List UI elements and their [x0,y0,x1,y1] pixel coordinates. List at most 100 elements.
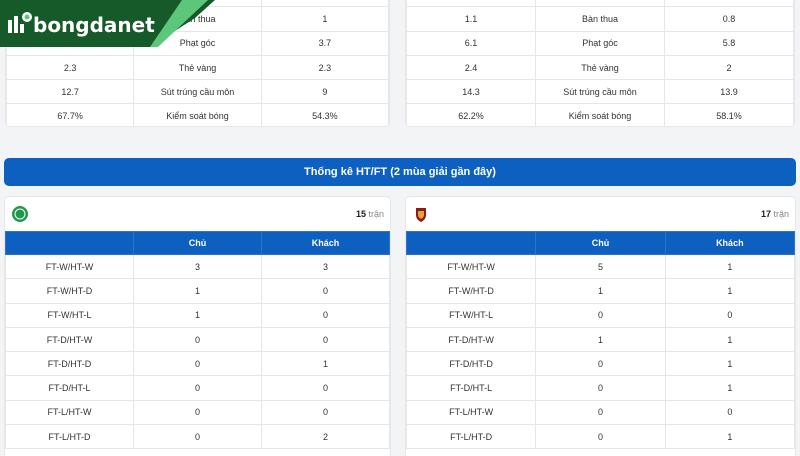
table-cell: 5.8 [664,30,794,56]
col-label [406,231,537,255]
table-cell: 2 [261,424,390,450]
table-row: 6.1 Phạt góc 5.8 [406,30,794,56]
table-cell: FT-L/HT-W [406,399,537,426]
celtic-crest-icon [12,206,28,222]
table-cell: FT-D/HT-L [5,375,134,401]
table-cell: FT-D/HT-D [406,351,537,377]
table-cell: 2.3 [6,54,135,81]
col-home: Chủ [535,231,666,255]
table-row: FT-L/HT-D 0 2 [5,424,390,450]
table-cell: 13.9 [664,79,794,105]
table-cell: FT-D/HT-L [406,375,537,401]
table-row: 2.4 Thẻ vàng 2 [406,54,794,81]
table-row: 67.7% Kiểm soát bóng 54.3% [6,103,389,126]
table-cell: 1 [664,351,795,377]
table-cell: 0 [535,375,666,401]
table-cell: 1 [133,302,262,328]
table-cell: 1 [664,375,795,401]
table-cell: 5 [535,253,666,280]
table-cell [406,0,536,8]
col-home: Chủ [133,231,262,255]
table-cell: Sút trúng cầu môn [133,79,262,105]
col-away: Khách [664,231,795,255]
table-cell: Thẻ vàng [535,54,665,81]
table-row: FT-W/HT-D 1 0 [5,278,390,304]
col-away: Khách [261,231,390,255]
table-cell: Kiểm soát bóng [133,103,262,126]
table-cell: 67.7% [6,103,135,126]
table-cell: 0 [133,424,262,450]
table-cell: Thẻ vàng [133,54,262,81]
table-cell: 0 [133,399,262,426]
table-row: FT-L/HT-W 0 0 [406,399,795,426]
table-cell: Bàn thua [535,6,665,32]
match-count: 17 [760,209,771,219]
table-cell: 1 [664,326,795,353]
roma-crest-icon [416,208,426,222]
table-cell: FT-W/HT-W [406,253,537,280]
table-cell: FT-L/HT-D [5,424,134,450]
table-cell: 1 [664,278,795,304]
table-cell: FT-W/HT-D [5,278,134,304]
table-row: 1.1 Bàn thua 0.8 [406,6,794,32]
table-cell: 58.1% [664,103,794,126]
table-row: 12.7 Sút trúng cầu môn 9 [6,79,389,105]
table-row: 14.3 Sút trúng cầu môn 13.9 [406,79,794,105]
table-row: FT-D/HT-D 0 1 [5,351,390,377]
team-card-home: 15 trận Chủ Khách FT-W/HT-W 3 3 FT-W/HT-D 1 0 FT… [4,196,391,456]
table-cell: 1 [133,278,262,304]
table-row: FT-W/HT-W 3 3 [5,253,390,280]
table-cell: FT-L/HT-D [406,424,537,450]
table-cell [664,0,794,8]
table-cell: 14.3 [406,79,536,105]
team-card-away: 17 trận Chủ Khách FT-W/HT-W 5 1 FT-W/HT-D 1 1 FT… [405,196,796,456]
table-cell: 6.1 [406,30,536,56]
table-cell: 1 [261,351,390,377]
table-cell: 3 [261,253,390,280]
table-cell: 2.3 [260,54,389,81]
table-row: FT-W/HT-W 5 1 [406,253,795,280]
svg-text:bongdanet: bongdanet [33,13,155,37]
table-cell: FT-W/HT-D [406,278,537,304]
table-cell: 0 [535,351,666,377]
match-count: 15 [355,209,366,219]
table-cell: 2.4 [406,54,536,81]
table-cell: Phạt góc [535,30,665,56]
table-row: FT-D/HT-L 0 1 [406,375,795,401]
table-row: FT-W/HT-D 1 1 [406,278,795,304]
table-row: FT-W/HT-L 1 0 [5,302,390,328]
table-cell: 0 [664,302,795,328]
col-label [5,231,134,255]
table-cell: 0 [133,351,262,377]
table-row: 62.2% Kiểm soát bóng 58.1% [406,103,794,126]
table-cell: 0 [535,424,666,450]
table-row: FT-D/HT-D 0 1 [406,351,795,377]
table-cell [535,0,665,8]
table-cell: 54.3% [260,103,389,126]
table-cell: 0 [261,399,390,426]
table-cell: 1 [535,326,666,353]
table-cell: 0 [535,302,666,328]
table-row [406,0,794,8]
table-cell: 0 [664,399,795,426]
table-cell: FT-D/HT-W [406,326,537,353]
table-cell: FT-L/HT-W [5,399,134,426]
table-cell: 2 [664,54,794,81]
table-cell: Sút trúng cầu môn [535,79,665,105]
table-cell: 0 [133,375,262,401]
table-cell: 3.7 [260,30,389,56]
table-cell: 0 [535,399,666,426]
table-cell: 1 [664,424,795,450]
table-row: FT-W/HT-L 0 0 [406,302,795,328]
table-row: FT-L/HT-W 0 0 [5,399,390,426]
table-cell [260,0,389,8]
bongdanet-logo[interactable]: bongdanet [0,0,215,47]
table-row: FT-D/HT-W 0 0 [5,326,390,353]
table-cell: FT-W/HT-W [5,253,134,280]
table-cell: 62.2% [406,103,536,126]
table-cell: 1 [535,278,666,304]
table-row: FT-D/HT-L 0 0 [5,375,390,401]
table-cell: FT-W/HT-L [5,302,134,328]
htft-title: Thống kê HT/FT (2 mùa giải gần đây) [4,158,796,186]
table-row: FT-D/HT-W 1 1 [406,326,795,353]
